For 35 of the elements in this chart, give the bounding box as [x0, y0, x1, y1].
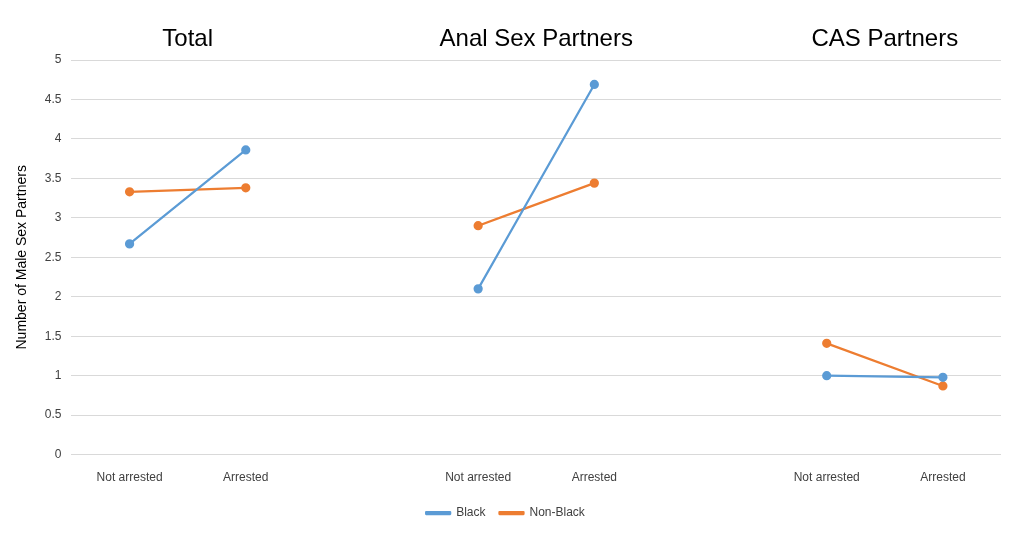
x-tick-label: Arrested [571, 470, 618, 485]
point [822, 371, 832, 381]
point [938, 381, 948, 391]
point [589, 79, 599, 90]
x-tick-label: Arrested [920, 470, 966, 485]
legend-label: Black [456, 505, 487, 520]
text: Total [162, 24, 214, 51]
point [473, 221, 483, 231]
point [822, 338, 832, 348]
y-tick-label: 5 [54, 52, 62, 67]
x-tick-label: Not arrested [793, 470, 860, 485]
point [473, 284, 483, 294]
y-tick-label: 3 [54, 210, 62, 225]
y-tick-label: 4.5 [44, 91, 62, 106]
point [124, 187, 135, 197]
x-tick-label: Arrested [223, 470, 269, 485]
y-tick-label: 2 [54, 289, 62, 304]
text: Anal Sex Partners [439, 24, 633, 51]
y-tick-label: 4 [54, 131, 62, 146]
point [124, 239, 135, 249]
y-tick-label: 2.5 [44, 249, 62, 264]
point [241, 183, 251, 193]
y-tick-label: 0.5 [44, 407, 62, 422]
y-tick-label: 3.5 [44, 170, 62, 185]
text: CAS Partners [811, 24, 959, 51]
x-tick-label: Not arrested [445, 470, 512, 485]
x-tick-label: Not arrested [96, 470, 163, 485]
point [589, 178, 599, 188]
y-tick-label: 1.5 [44, 328, 62, 343]
point [241, 145, 251, 155]
y-tick-label: 0 [54, 446, 62, 461]
point [938, 372, 948, 382]
y-axis-title: Number of Male Sex Partners [13, 165, 30, 350]
legend-label: Non-Black [529, 505, 586, 520]
y-tick-label: 1 [54, 367, 62, 382]
